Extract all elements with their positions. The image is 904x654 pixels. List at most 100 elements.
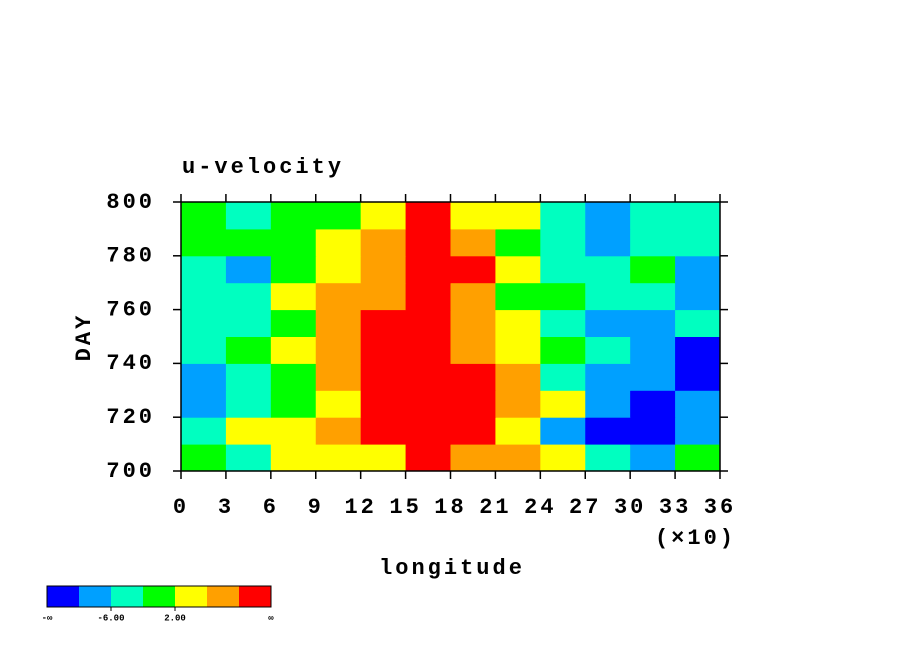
heat-cell [315,363,362,391]
heat-cell [630,417,676,445]
heat-cell [540,202,586,230]
heat-cell [315,390,362,418]
x-tick-label: 30 [614,495,646,520]
y-tick-label: 740 [106,351,155,376]
colorbar-frame [46,585,272,608]
y-tick-label: 720 [106,405,155,430]
heat-cell [495,390,541,418]
heat-cell [540,336,586,364]
colorbar-swatch [207,586,239,607]
heat-cell [585,202,631,230]
heat-cell [270,255,317,284]
heat-cell [360,444,407,472]
heat-cell [360,417,407,445]
heat-cell [630,228,676,257]
y-tick-label: 700 [106,459,155,484]
heat-cell [585,444,631,472]
heat-cell [540,390,586,418]
heat-cell [405,336,451,364]
heat-cell [225,228,272,257]
heat-cell [405,390,451,418]
heat-cell [450,282,496,311]
heat-cell [225,390,272,418]
heat-cell [675,309,721,337]
heat-cell [270,202,317,230]
x-tick-label: 18 [434,495,466,520]
heat-cell [360,255,407,284]
x-tick-label: 6 [263,495,279,520]
x-tick-label: 15 [389,495,421,520]
heat-cell [540,228,586,257]
heat-cell [495,282,541,311]
heat-cell [450,228,496,257]
heat-cell [181,282,227,311]
colorbar-swatch [143,586,175,607]
heat-cell [675,363,721,391]
x-multiplier: (×10) [655,526,736,551]
chart-title: u-velocity [182,155,344,180]
heat-cell [315,444,362,472]
heat-cell [630,309,676,337]
x-tick-label: 21 [479,495,511,520]
heat-cell [270,363,317,391]
heat-cell [315,336,362,364]
heat-cell [270,444,317,472]
heat-cell [585,336,631,364]
colorbar-swatch [239,586,271,607]
colorbar-label: ∞ [268,613,274,623]
heat-cell [405,444,451,472]
heat-cell [585,255,631,284]
heat-cell [450,255,496,284]
heat-cell [585,390,631,418]
x-tick-label: 12 [344,495,376,520]
colorbar-swatch [47,586,79,607]
heat-cell [675,255,721,284]
heat-cell [495,255,541,284]
heat-cell [181,417,227,445]
colorbar-swatch [111,586,143,607]
heat-cell [450,417,496,445]
heat-cell [360,202,407,230]
heat-cell [360,282,407,311]
heat-cell [181,228,227,257]
heat-cell [405,417,451,445]
heat-cell [405,282,451,311]
heat-cell [495,417,541,445]
heat-cell [360,390,407,418]
heat-cell [225,336,272,364]
colorbar-label: 2.00 [164,613,186,623]
heat-cell [405,202,451,230]
heat-cell [540,417,586,445]
heat-cell [630,255,676,284]
heat-cell [495,363,541,391]
heat-cell [225,309,272,337]
heat-cell [315,309,362,337]
heat-cell [270,390,317,418]
heat-cell [585,282,631,311]
heat-cell [540,444,586,472]
heat-cell [450,336,496,364]
heat-cell [675,282,721,311]
heat-cell [585,309,631,337]
heat-cell [181,444,227,472]
y-axis-label: DAY [72,313,97,362]
heat-cell [495,309,541,337]
heat-cell [315,417,362,445]
y-tick-label: 760 [106,297,155,322]
heat-cell [270,417,317,445]
heat-cell [270,309,317,337]
heat-cell [540,255,586,284]
x-tick-label: 24 [524,495,556,520]
heat-cell [315,255,362,284]
x-axis-label: longitude [379,556,525,581]
heat-cell [495,444,541,472]
heat-cell [181,336,227,364]
x-tick-label: 27 [569,495,601,520]
colorbar-swatch [79,586,111,607]
heat-cell [225,282,272,311]
heat-cell [630,444,676,472]
heat-cell [450,202,496,230]
heat-cell [270,336,317,364]
heat-cell [675,228,721,257]
